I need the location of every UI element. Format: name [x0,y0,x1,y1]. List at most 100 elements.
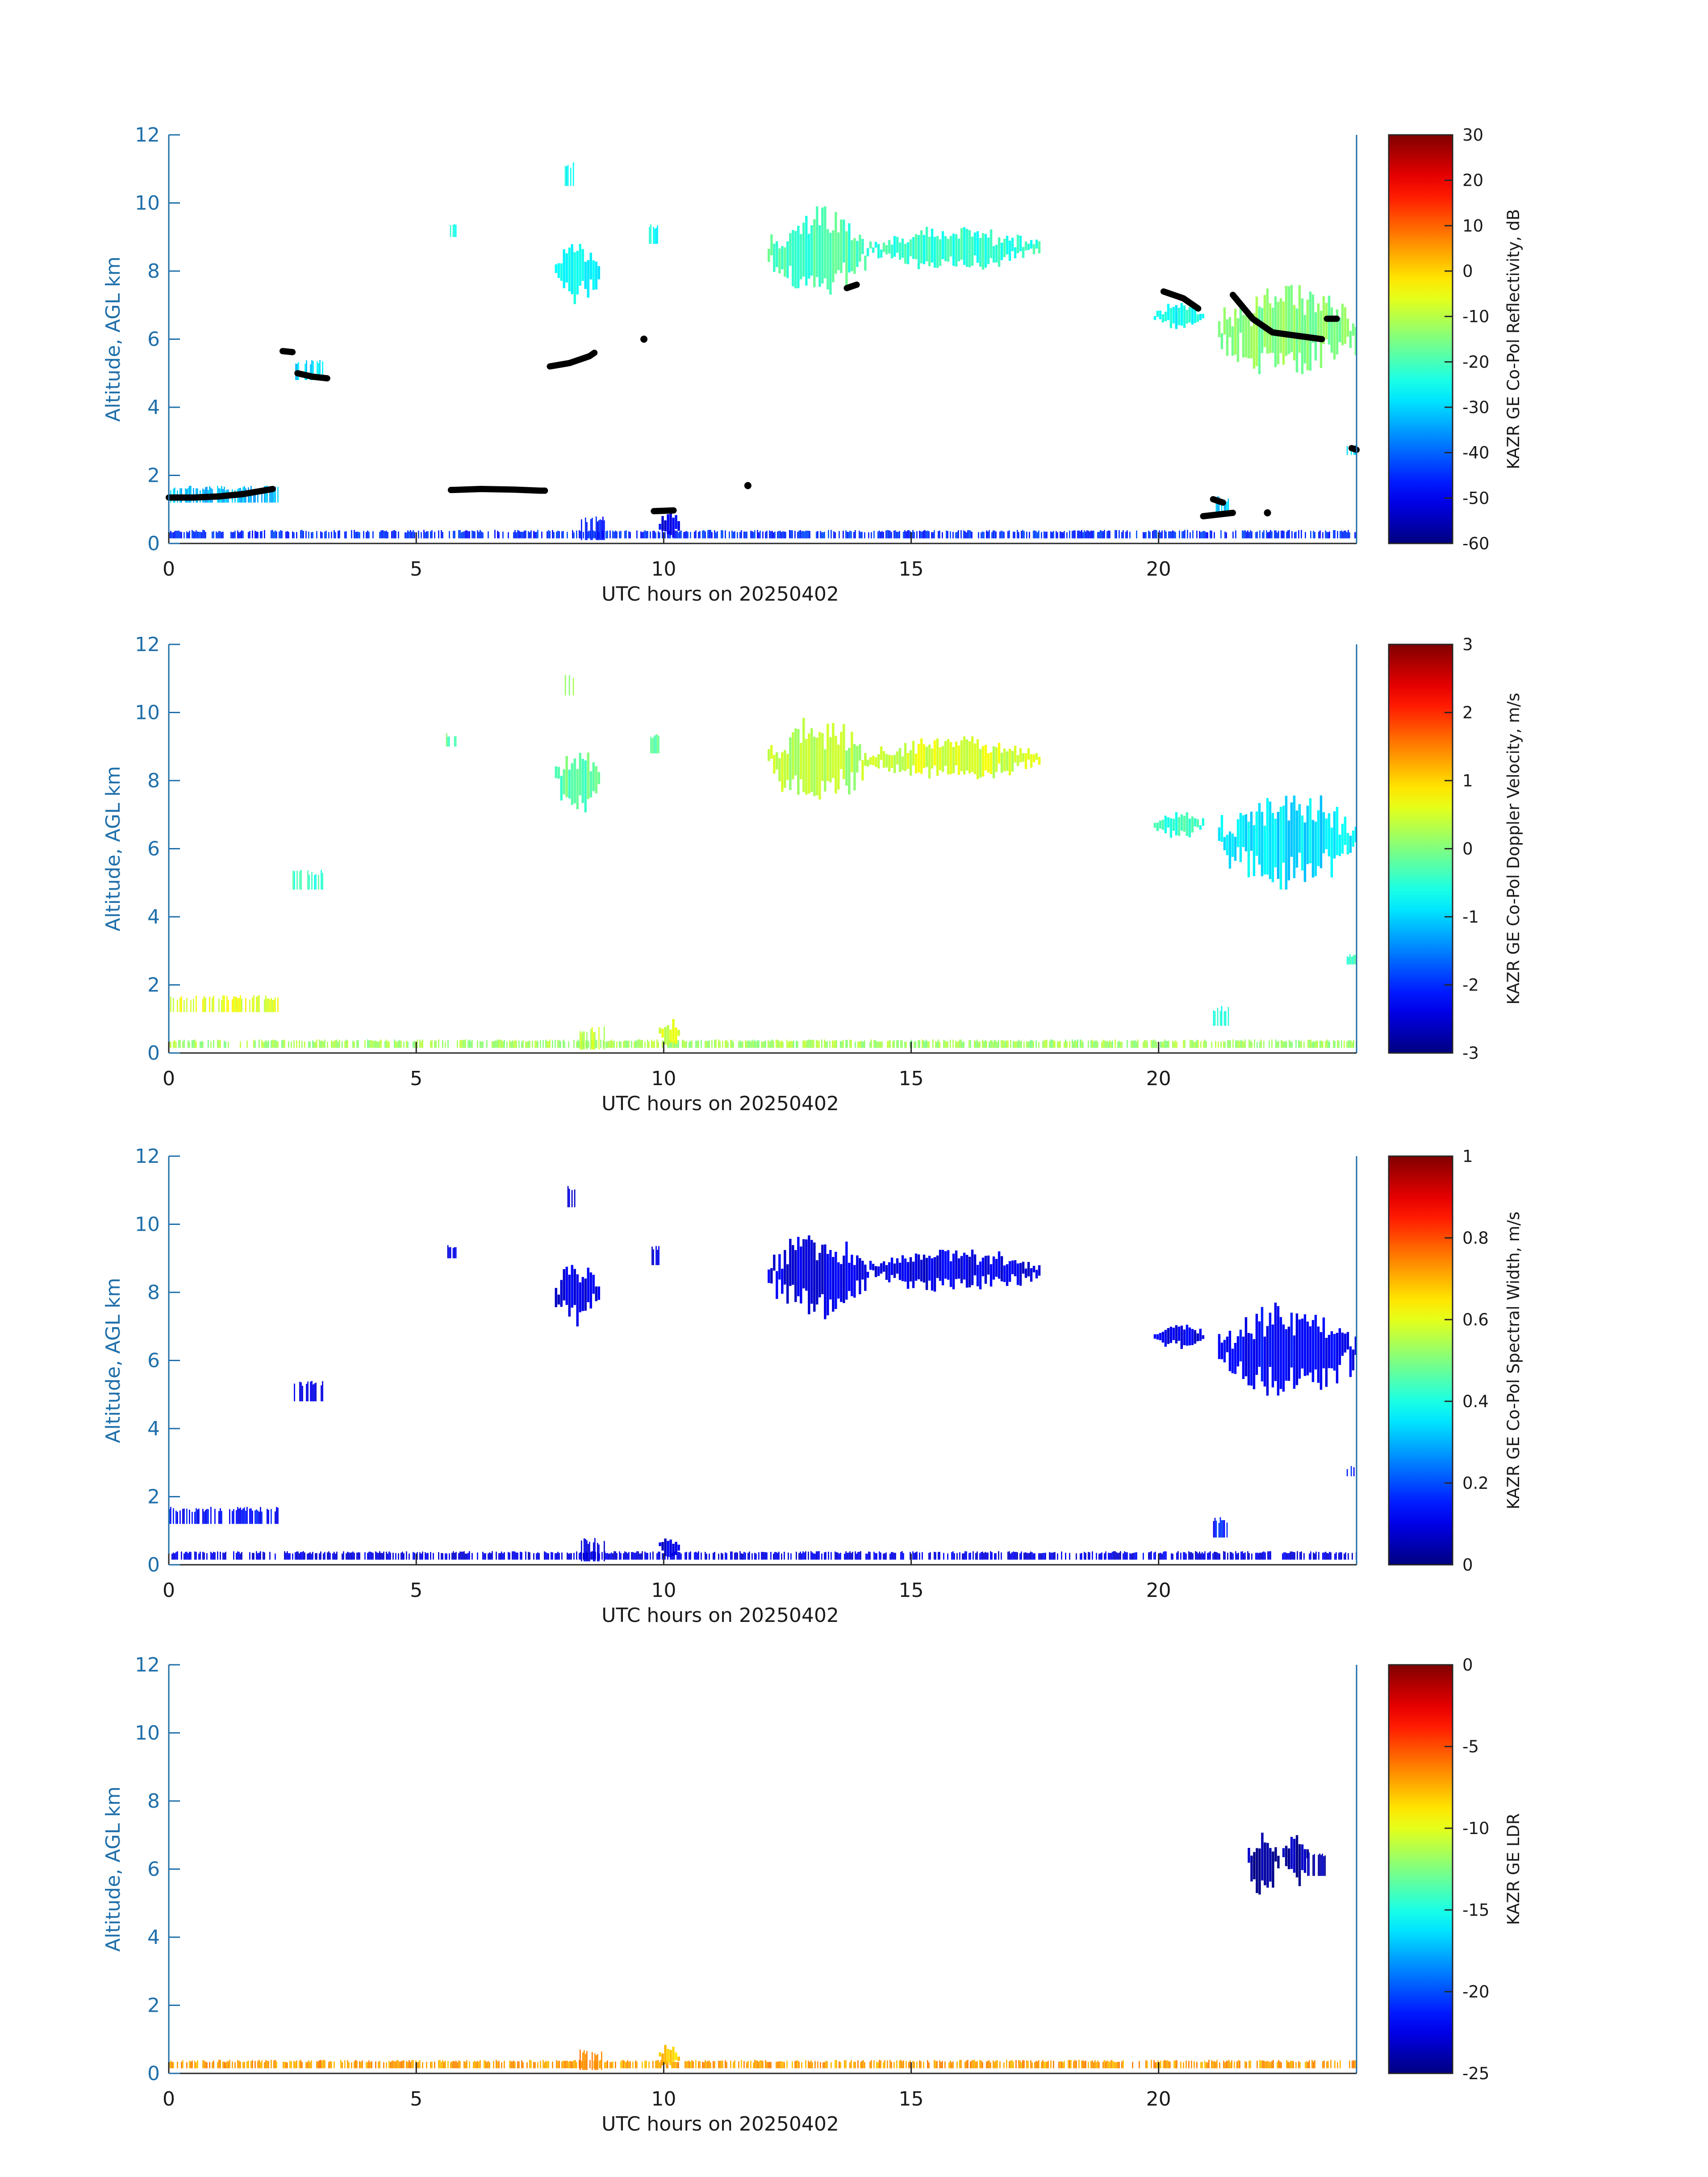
echo-column [170,996,171,1012]
echo-column [837,232,840,270]
echo-column [757,2060,758,2068]
echo-column [1344,1554,1345,1560]
echo-column [561,1552,563,1560]
echo-column [354,1553,355,1560]
echo-column [316,1039,317,1048]
echo-column [884,2060,885,2068]
echo-column [496,1551,497,1560]
echo-region [1213,1517,1228,1538]
echo-column [591,518,593,540]
echo-column [1295,1835,1299,1878]
echo-column [509,2060,510,2068]
echo-column [517,2061,518,2068]
echo-column [218,2060,220,2068]
echo-column [393,2060,394,2068]
colorbar-tick-label: -10 [1462,1819,1489,1838]
echo-column [1161,530,1163,539]
echo-column [256,1509,257,1524]
echo-column [658,1041,659,1048]
echo-column [358,1040,359,1048]
echo-column [200,1551,201,1560]
echo-column [923,531,924,539]
echo-column [355,531,356,539]
echo-column [1090,531,1092,539]
echo-column [926,1040,927,1048]
colorbar-tick-label: -60 [1462,534,1489,553]
echo-column [1279,806,1282,890]
echo-column [1293,1552,1294,1560]
echo-column [597,521,598,540]
echo-column [303,1551,304,1560]
echo-column [973,1254,977,1275]
echo-column [603,520,605,540]
echo-column [240,531,241,539]
echo-column [690,532,691,539]
echo-column [1317,810,1320,866]
echo-column [989,530,990,539]
echo-column [689,1042,690,1048]
echo-column [1266,530,1267,539]
echo-column [508,1552,509,1560]
echo-column [632,1552,634,1560]
echo-column [997,2060,998,2068]
echo-column [1168,531,1169,539]
echo-column [848,1552,849,1560]
echo-column [1352,1041,1353,1048]
echo-column [1267,532,1269,539]
echo-column [971,236,974,266]
echo-column [756,1554,757,1560]
echo-column [1097,2060,1098,2068]
echo-column [679,531,681,539]
echo-column [824,1244,827,1320]
echo-column [401,1040,402,1048]
echo-column [222,531,224,539]
echo-column [242,2062,244,2068]
echo-column [821,532,823,539]
echo-column [871,2060,872,2068]
echo-column [514,530,516,539]
echo-column [1037,532,1038,539]
echo-column [869,757,872,765]
echo-column [238,2060,240,2068]
echo-column [571,2061,572,2068]
echo-column [1098,2062,1100,2068]
echo-column [342,1041,343,1048]
echo-column [588,531,589,539]
echo-column [1188,2060,1190,2068]
echo-column [994,2062,995,2068]
echo-region [866,1249,1041,1292]
echo-column [458,2060,459,2068]
echo-region [1218,1302,1357,1396]
echo-column [237,1551,238,1560]
echo-column [1037,2061,1038,2068]
echo-column [1011,1260,1014,1274]
echo-column [417,2062,418,2068]
echo-column [1303,1314,1307,1376]
echo-column [939,2060,940,2068]
echo-column [979,1261,982,1290]
echo-column [1117,2061,1119,2068]
echo-column [547,1040,548,1048]
echo-column [1014,1552,1015,1560]
echo-column [681,530,682,539]
echo-column [427,531,429,539]
echo-column [1000,752,1003,773]
echo-column [488,1553,489,1560]
echo-column [1017,1552,1018,1560]
echo-column [979,238,982,267]
echo-column [1125,1552,1127,1560]
echo-column [1030,240,1033,249]
echo-column [311,360,313,380]
x-tick-label: 15 [899,2088,924,2110]
echo-column [1265,1552,1266,1560]
echo-column [540,1040,541,1048]
echo-column [386,531,387,539]
echo-column [568,675,570,696]
echo-column [642,1040,643,1048]
echo-column [1228,317,1232,338]
echo-column [1253,313,1256,369]
echo-column [851,240,853,272]
echo-column [1191,306,1194,325]
echo-column [1346,1041,1348,1048]
echo-column [1258,306,1261,374]
